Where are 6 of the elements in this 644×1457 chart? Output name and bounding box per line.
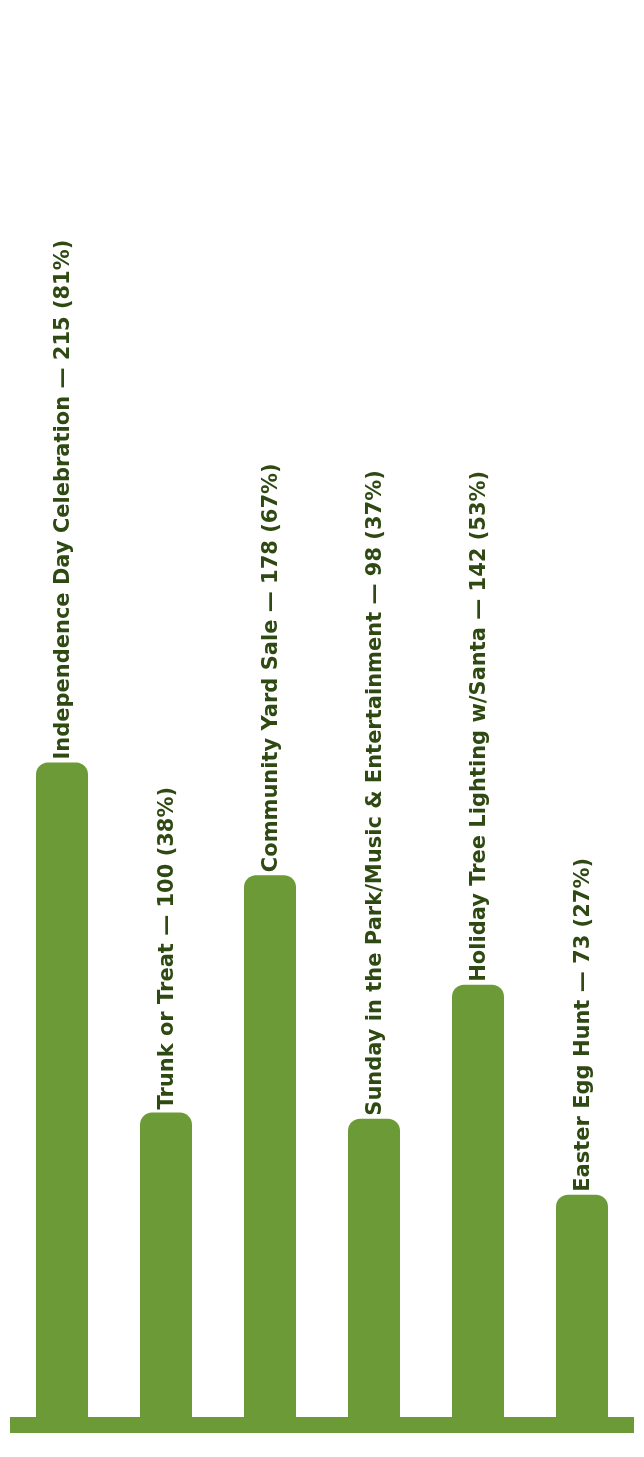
data-label: Independence Day Celebration — 215 (81%) [50,239,74,760]
data-label: Easter Egg Hunt — 73 (27%) [570,857,594,1192]
data-label: Trunk or Treat — 100 (38%) [154,786,178,1110]
data-label: Community Yard Sale — 178 (67%) [258,463,282,873]
data-label: Holiday Tree Lighting w/Santa — 142 (53%) [466,470,490,982]
data-label: Sunday in the Park/Music & Entertainment — 98 (37%) [362,470,386,1116]
